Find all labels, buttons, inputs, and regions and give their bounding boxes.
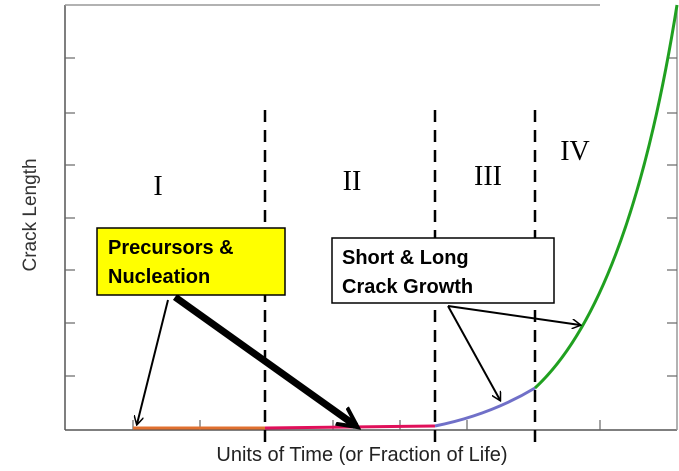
callout-text: Short & Long (342, 247, 469, 269)
crack-curve (133, 4, 679, 430)
region-label: I (153, 171, 162, 202)
callout-text: Precursors & (108, 237, 234, 259)
arrows (137, 294, 580, 426)
callout-box (331, 237, 555, 304)
y-axis-label: Crack Length (20, 158, 41, 271)
callout-box (96, 227, 286, 296)
region-label: II (343, 166, 362, 197)
x-axis-label: Units of Time (or Fraction of Life) (216, 444, 507, 466)
callout-text: Crack Growth (342, 276, 473, 298)
region-label: IV (560, 136, 590, 167)
callout-text: Nucleation (108, 266, 210, 288)
region-label: III (474, 161, 502, 192)
plot-frame (64, 4, 678, 431)
